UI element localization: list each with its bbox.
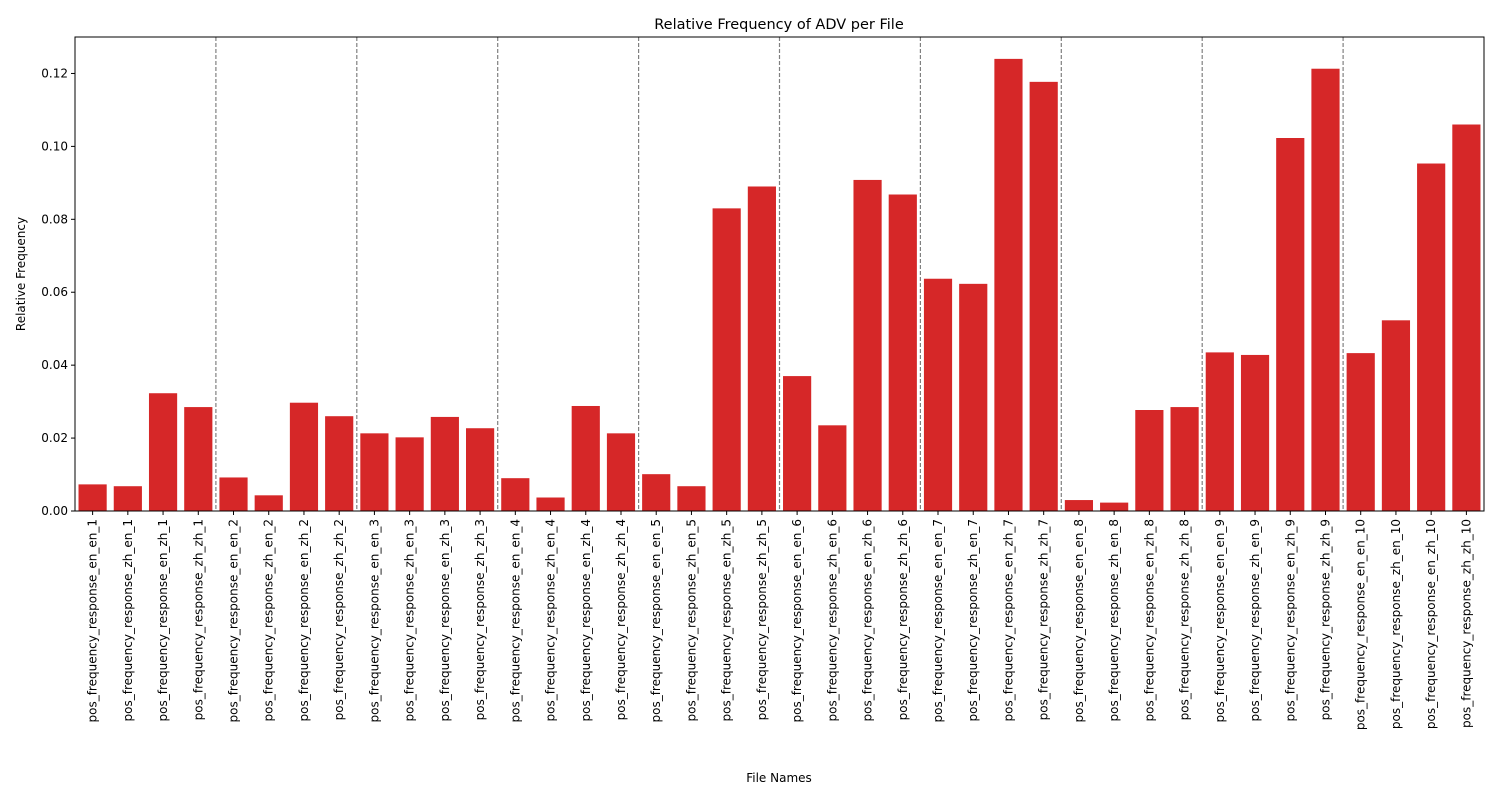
x-tick-label: pos_frequency_response_en_en_8 [1072,519,1086,723]
y-axis: 0.00 0.02 0.04 0.06 0.08 0.10 0.12 [41,66,75,518]
bar-pos_frequency_response_zh_zh_6 [888,194,917,511]
x-tick-label: pos_frequency_response_en_en_2 [227,519,241,723]
x-tick-label: pos_frequency_response_en_en_10 [1354,519,1368,730]
x-tick-label: pos_frequency_response_en_zh_4 [579,519,593,721]
bar-pos_frequency_response_en_en_7 [923,278,953,511]
plot-area [74,36,1485,512]
y-tick-label: 0.12 [41,66,68,80]
bar-pos_frequency_response_en_en_2 [219,477,248,511]
bar-pos_frequency_response_zh_zh_9 [1311,68,1340,511]
x-tick-label: pos_frequency_response_en_en_9 [1213,519,1227,723]
y-tick-label: 0.02 [41,431,68,445]
bar-pos_frequency_response_zh_en_6 [818,425,847,511]
x-tick-label: pos_frequency_response_en_en_6 [790,519,804,723]
bar-pos_frequency_response_zh_en_1 [113,486,142,511]
x-tick-label: pos_frequency_response_en_en_3 [367,519,381,723]
bar-pos_frequency_response_en_en_1 [78,484,107,511]
x-tick-label: pos_frequency_response_en_zh_5 [720,519,734,721]
bar-pos_frequency_response_en_zh_7 [994,58,1023,511]
bar-pos_frequency_response_zh_en_2 [254,495,283,511]
y-tick-label: 0.10 [41,139,68,153]
x-tick-label: pos_frequency_response_en_zh_9 [1283,519,1297,721]
chart-title: Relative Frequency of ADV per File [654,17,904,33]
x-axis-label: File Names [746,771,812,785]
x-tick-label: pos_frequency_response_zh_zh_1 [191,519,205,720]
x-tick-label: pos_frequency_response_zh_en_6 [825,519,839,721]
x-tick-label: pos_frequency_response_zh_zh_4 [614,519,628,720]
x-tick-label: pos_frequency_response_zh_en_1 [121,519,135,721]
x-tick-label: pos_frequency_response_en_en_1 [86,519,100,723]
x-tick-label: pos_frequency_response_en_zh_3 [438,519,452,721]
x-tick-label: pos_frequency_response_zh_zh_9 [1318,519,1332,720]
bar-pos_frequency_response_zh_en_3 [395,437,424,511]
bar-pos_frequency_response_en_zh_2 [289,402,319,511]
bar-pos_frequency_response_en_en_8 [1064,500,1093,511]
bar-pos_frequency_response_en_en_4 [501,478,530,511]
x-tick-label: pos_frequency_response_en_en_4 [508,519,522,723]
bar-pos_frequency_response_zh_en_8 [1100,502,1129,511]
x-tick-label: pos_frequency_response_zh_en_2 [262,519,276,721]
bar-pos_frequency_response_en_zh_1 [148,393,178,511]
bar-pos_frequency_response_zh_en_7 [959,283,988,511]
bar-pos_frequency_response_zh_en_10 [1381,320,1411,511]
bar-pos_frequency_response_zh_zh_8 [1170,407,1199,511]
bar-pos_frequency_response_zh_zh_10 [1452,124,1481,511]
x-tick-label: pos_frequency_response_zh_zh_6 [896,519,910,720]
bar-pos_frequency_response_en_zh_3 [430,416,459,511]
y-tick-label: 0.08 [41,212,68,226]
bar-pos_frequency_response_zh_en_5 [677,486,706,511]
bar-pos_frequency_response_en_en_6 [783,376,812,511]
bar-pos_frequency_response_en_zh_9 [1276,138,1305,511]
bar-pos_frequency_response_zh_zh_3 [466,428,495,511]
x-tick-label: pos_frequency_response_zh_en_7 [966,519,980,721]
x-axis: pos_frequency_response_en_en_1 pos_freque… [86,511,1473,730]
y-axis-label: Relative Frequency [14,217,28,331]
bar-pos_frequency_response_zh_en_9 [1240,354,1270,511]
x-tick-label: pos_frequency_response_zh_en_9 [1248,519,1262,721]
x-tick-label: pos_frequency_response_zh_zh_5 [755,519,769,720]
plot-frame [74,36,1485,512]
x-tick-label: pos_frequency_response_en_zh_8 [1142,519,1156,721]
y-tick-label: 0.06 [41,285,68,299]
y-tick-label: 0.04 [41,358,68,372]
bar-pos_frequency_response_zh_en_4 [536,497,565,511]
x-tick-label: pos_frequency_response_zh_en_3 [403,519,417,721]
x-tick-label: pos_frequency_response_en_zh_1 [156,519,170,721]
bar-pos_frequency_response_zh_zh_7 [1029,81,1058,511]
bar-pos_frequency_response_zh_zh_5 [747,186,776,512]
x-tick-label: pos_frequency_response_en_en_5 [649,519,663,723]
x-tick-label: pos_frequency_response_zh_zh_3 [473,519,487,720]
bar-pos_frequency_response_zh_zh_4 [606,433,636,511]
x-tick-label: pos_frequency_response_zh_zh_8 [1178,519,1192,720]
bar-pos_frequency_response_en_en_10 [1346,353,1375,511]
bar-pos_frequency_response_en_en_5 [642,474,671,511]
bar-pos_frequency_response_en_zh_4 [571,405,600,511]
y-tick-label: 0.00 [41,504,68,518]
bar-pos_frequency_response_en_zh_10 [1417,163,1446,511]
x-tick-label: pos_frequency_response_zh_zh_2 [332,519,346,720]
x-tick-label: pos_frequency_response_en_zh_10 [1424,519,1438,729]
x-tick-label: pos_frequency_response_zh_zh_10 [1459,519,1473,728]
bar-pos_frequency_response_zh_zh_2 [325,416,354,511]
bar-pos_frequency_response_en_zh_5 [712,208,741,511]
bar-pos_frequency_response_en_en_3 [360,433,389,511]
x-tick-label: pos_frequency_response_zh_en_4 [544,519,558,721]
bar-pos_frequency_response_en_en_9 [1205,352,1234,511]
x-tick-label: pos_frequency_response_en_en_7 [931,519,945,723]
x-tick-label: pos_frequency_response_zh_en_10 [1389,519,1403,729]
x-tick-label: pos_frequency_response_zh_en_5 [684,519,698,721]
bar-pos_frequency_response_en_zh_6 [853,179,882,511]
x-tick-label: pos_frequency_response_en_zh_2 [297,519,311,721]
x-tick-label: pos_frequency_response_en_zh_7 [1001,519,1015,721]
bar-pos_frequency_response_zh_zh_1 [184,407,213,511]
x-tick-label: pos_frequency_response_zh_zh_7 [1037,519,1051,720]
bar-pos_frequency_response_en_zh_8 [1135,410,1164,511]
x-tick-label: pos_frequency_response_en_zh_6 [861,519,875,721]
x-tick-label: pos_frequency_response_zh_en_8 [1107,519,1121,721]
